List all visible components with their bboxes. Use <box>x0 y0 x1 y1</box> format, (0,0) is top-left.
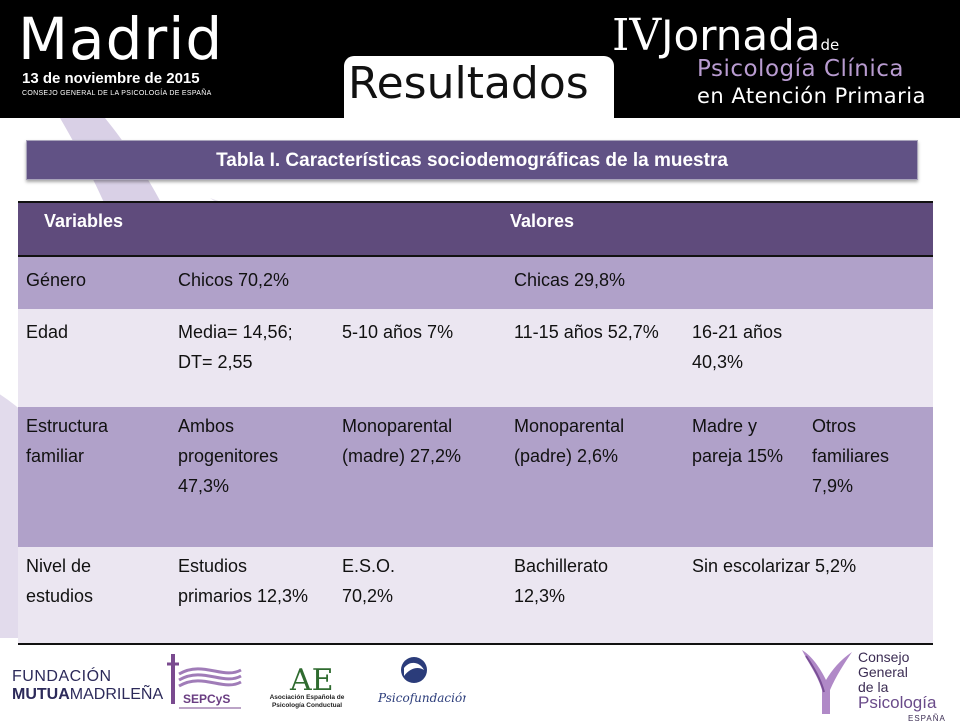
table-cell: 5-10 años 7% <box>342 322 454 342</box>
cgp-line1: Consejo General <box>858 649 910 680</box>
table-row-nivel: Nivel de estudios Estudios primarios 12,… <box>18 547 933 643</box>
header-banner: Madrid 13 de noviembre de 2015 CONSEJO G… <box>0 0 960 118</box>
fundacion-label: FUNDACIÓN <box>12 668 112 685</box>
event-name: IVJornadade <box>612 10 839 61</box>
table-cell: Sin escolarizar 5,2% <box>692 556 857 576</box>
event-date: 13 de noviembre de 2015 <box>22 70 200 87</box>
cgp-line2a: de la <box>858 679 889 695</box>
cgp-line2b: Psicología <box>858 693 937 712</box>
table-cell: Madre y pareja 15% <box>692 416 784 466</box>
slide-title: Resultados <box>348 58 589 109</box>
table-row-estructura: Estructura familiar Ambos progenitores 4… <box>18 407 933 547</box>
psicofundacion-logo: Psicofundación <box>377 657 466 705</box>
city-name: Madrid <box>18 5 224 73</box>
table-cell: Chicos 70,2% <box>178 270 290 290</box>
table-cell: Monoparental (madre) 27,2% <box>342 416 462 466</box>
fundacion-mutua: MUTUA <box>12 686 70 703</box>
table-cell: Estudios primarios 12,3% <box>178 556 309 606</box>
cgp-line3: ESPAÑA <box>908 714 946 723</box>
event-de: de <box>820 36 840 54</box>
table-header-row: Variables Valores <box>18 203 933 257</box>
aepc-mark: AE <box>289 663 334 698</box>
table-cell: E.S.O. 70,2% <box>342 556 396 606</box>
consejo-psicologia-logo: Consejo General de la Psicología ESPAÑA <box>858 650 960 726</box>
row-label: Nivel de estudios <box>26 556 94 606</box>
event-subtitle-1: Psicología Clínica <box>697 56 904 82</box>
table-row-edad: Edad Media= 14,56; DT= 2,55 5-10 años 7%… <box>18 309 933 407</box>
table-cell: Media= 14,56; DT= 2,55 <box>178 322 293 372</box>
fundacion-mutua-logo: FUNDACIÓN MUTUAMADRILEÑA <box>12 668 163 704</box>
row-label: Estructura familiar <box>26 416 109 466</box>
table-cell: 16-21 años 40,3% <box>692 322 793 372</box>
table-cell: 11-15 años 52,7% <box>514 322 659 342</box>
table-cell: Bachillerato 12,3% <box>514 556 609 606</box>
consejo-psicologia-mark <box>802 650 852 714</box>
row-label: Género <box>26 270 87 290</box>
table-caption: Tabla I. Características sociodemográfic… <box>26 140 918 180</box>
event-word: Jornada <box>661 11 821 60</box>
aepc-text: Asociación Española de Psicología Conduc… <box>269 694 345 709</box>
psicofundacion-text: Psicofundación <box>377 691 466 705</box>
table-cell: Chicas 29,8% <box>514 270 626 290</box>
organizer-name: CONSEJO GENERAL DE LA PSICOLOGÍA DE ESPA… <box>22 90 212 97</box>
sepcys-logo: SEPCyS <box>167 654 242 709</box>
fundacion-madrilena: MADRILEÑA <box>69 686 164 703</box>
table-cell: Monoparental (padre) 2,6% <box>514 416 625 466</box>
table-cell: Otros familiares 7,9% <box>812 416 890 496</box>
sociodemographic-table: Variables Valores Género Chicos 70,2% Ch… <box>18 201 933 645</box>
event-subtitle-2: en Atención Primaria <box>697 84 927 108</box>
header-variables: Variables <box>44 211 124 231</box>
table-cell: Ambos progenitores 47,3% <box>178 416 279 496</box>
event-edition: IV <box>612 10 662 61</box>
sepcys-text: SEPCyS <box>183 692 230 706</box>
header-valores: Valores <box>510 211 575 231</box>
row-label: Edad <box>26 322 69 342</box>
table-row-genero: Género Chicos 70,2% Chicas 29,8% <box>18 257 933 309</box>
title-tab <box>344 56 614 118</box>
aepc-logo: AE Asociación Española de Psicología Con… <box>269 663 345 709</box>
